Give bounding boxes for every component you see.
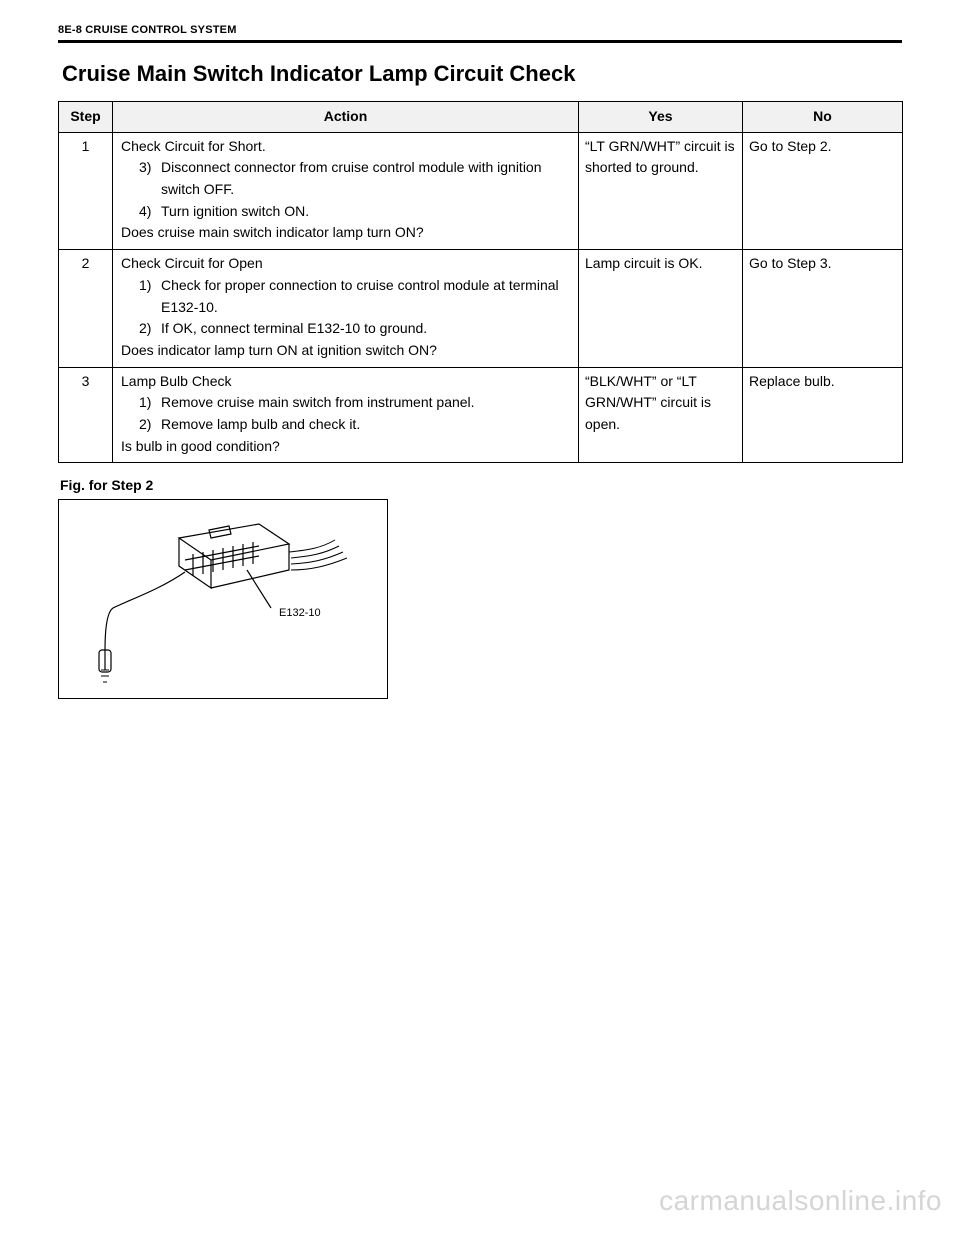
col-yes: Yes [579, 102, 743, 133]
no-cell: Go to Step 2. [743, 132, 903, 249]
table-header-row: Step Action Yes No [59, 102, 903, 133]
substep-number: 1) [139, 392, 161, 414]
figure-box: E132-10 [58, 499, 388, 699]
action-cell: Check Circuit for Open 1) Check for prop… [113, 250, 579, 367]
substep-text: Remove cruise main switch from instrumen… [161, 392, 572, 414]
substep-text: If OK, connect terminal E132-10 to groun… [161, 318, 572, 340]
col-step: Step [59, 102, 113, 133]
action-cell: Check Circuit for Short. 3) Disconnect c… [113, 132, 579, 249]
step-number: 3 [59, 367, 113, 463]
substep: 1) Check for proper connection to cruise… [139, 275, 572, 318]
action-title: Check Circuit for Open [121, 253, 572, 275]
diagnostic-table: Step Action Yes No 1 Check Circuit for S… [58, 101, 903, 463]
col-no: No [743, 102, 903, 133]
substep-text: Turn ignition switch ON. [161, 201, 572, 223]
substep-text: Check for proper connection to cruise co… [161, 275, 572, 318]
substep: 3) Disconnect connector from cruise cont… [139, 157, 572, 200]
substep: 1) Remove cruise main switch from instru… [139, 392, 572, 414]
substep-number: 3) [139, 157, 161, 200]
figure-callout: E132-10 [279, 607, 321, 619]
step-number: 2 [59, 250, 113, 367]
action-cell: Lamp Bulb Check 1) Remove cruise main sw… [113, 367, 579, 463]
figure-caption: Fig. for Step 2 [60, 477, 902, 493]
substep-number: 2) [139, 414, 161, 436]
connector-diagram-icon: E132-10 [59, 500, 389, 700]
yes-cell: “LT GRN/WHT” circuit is shorted to groun… [579, 132, 743, 249]
action-title: Check Circuit for Short. [121, 136, 572, 158]
substep-text: Remove lamp bulb and check it. [161, 414, 572, 436]
action-title: Lamp Bulb Check [121, 371, 572, 393]
col-action: Action [113, 102, 579, 133]
substep-number: 4) [139, 201, 161, 223]
section-title: Cruise Main Switch Indicator Lamp Circui… [62, 61, 902, 87]
page-content: 8E-8 CRUISE CONTROL SYSTEM Cruise Main S… [0, 0, 960, 699]
watermark: carmanualsonline.info [659, 1185, 942, 1217]
no-cell: Replace bulb. [743, 367, 903, 463]
step-number: 1 [59, 132, 113, 249]
action-question: Does cruise main switch indicator lamp t… [121, 222, 572, 244]
table-row: 1 Check Circuit for Short. 3) Disconnect… [59, 132, 903, 249]
yes-cell: “BLK/WHT” or “LT GRN/WHT” circuit is ope… [579, 367, 743, 463]
table-row: 2 Check Circuit for Open 1) Check for pr… [59, 250, 903, 367]
substep-number: 2) [139, 318, 161, 340]
table-row: 3 Lamp Bulb Check 1) Remove cruise main … [59, 367, 903, 463]
header-rule [58, 40, 902, 43]
substep: 2) If OK, connect terminal E132-10 to gr… [139, 318, 572, 340]
yes-cell: Lamp circuit is OK. [579, 250, 743, 367]
substep-text: Disconnect connector from cruise control… [161, 157, 572, 200]
action-question: Does indicator lamp turn ON at ignition … [121, 340, 572, 362]
substep-number: 1) [139, 275, 161, 318]
action-question: Is bulb in good condition? [121, 436, 572, 458]
no-cell: Go to Step 3. [743, 250, 903, 367]
running-head: 8E-8 CRUISE CONTROL SYSTEM [58, 24, 902, 40]
substep: 2) Remove lamp bulb and check it. [139, 414, 572, 436]
substep: 4) Turn ignition switch ON. [139, 201, 572, 223]
